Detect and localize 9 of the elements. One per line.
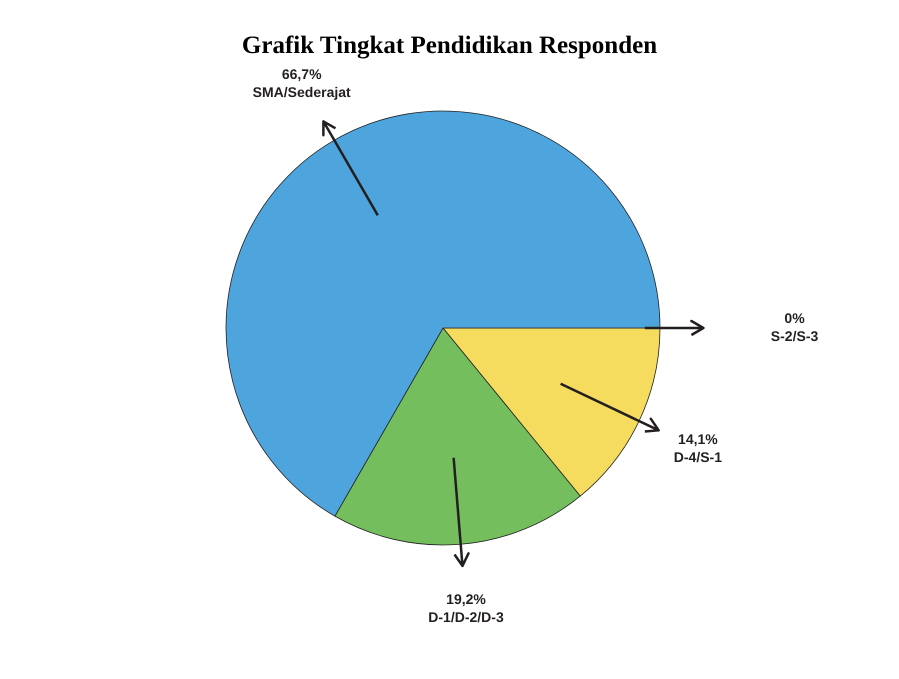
slice-label: SMA/Sederajat <box>252 84 352 100</box>
data-label: 19,2% <box>446 591 486 608</box>
data-label: 66,7% <box>282 66 322 82</box>
category-label: S-2/S-3 <box>770 328 818 344</box>
data-label: 14,1% <box>678 430 718 447</box>
slice-label: D-4/S-1 <box>674 448 722 465</box>
chart-title: Grafik Tingkat Pendidikan Responden <box>242 32 658 59</box>
slice-label: D-1/D-2/D-3 <box>428 609 504 626</box>
text: 0% <box>784 310 805 326</box>
